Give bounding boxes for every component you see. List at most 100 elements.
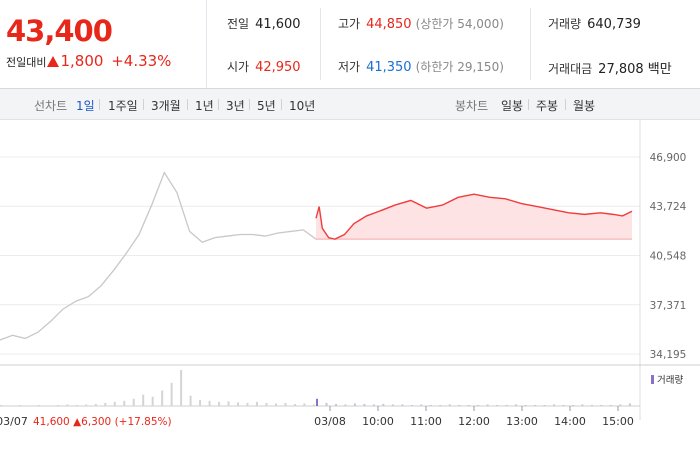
stat-value: 44,850 [366, 17, 412, 32]
legend-label: 거래량 [657, 375, 684, 386]
volume-bar-today [619, 404, 622, 406]
volume-bar-today [439, 404, 442, 406]
stat-value: 42,950 [255, 60, 301, 75]
prev-day-change: 41,600 ▲6,300 [33, 416, 115, 428]
volume-bar-prev [28, 405, 31, 406]
prev-day-summary: 41,600 ▲6,300 (+17.85%) [33, 416, 172, 428]
volume-bar-today [524, 404, 527, 406]
prev-day-line [0, 171, 317, 341]
volume-legend: 거래량 [651, 372, 683, 386]
volume-bar-prev [274, 403, 277, 406]
volume-bar-prev [132, 398, 135, 406]
separator [218, 99, 219, 110]
volume-bar-today [316, 398, 318, 406]
today-line [315, 193, 633, 240]
period-5y[interactable]: 5년 [257, 99, 276, 113]
y-tick-label: 46,900 [650, 152, 687, 164]
volume-bar-prev [151, 396, 154, 406]
volume-bar-today [486, 404, 489, 406]
candle-daily[interactable]: 일봉 [501, 99, 524, 113]
stat-high: 고가 44,850 (상한가 54,000) [338, 15, 504, 32]
volume-bar-prev [218, 401, 221, 406]
line-chart-label: 선차트 [34, 99, 68, 113]
volume-bar-today [382, 403, 385, 406]
volume-bar-today [391, 404, 394, 406]
volume-bar-prev [227, 401, 230, 406]
volume-bar-today [429, 404, 432, 406]
volume-bar-prev [199, 399, 202, 406]
legend-swatch [651, 375, 654, 384]
period-10y[interactable]: 10년 [289, 99, 316, 113]
volume-bar-today [628, 403, 631, 406]
volume-bar-prev [66, 404, 69, 406]
candle-monthly[interactable]: 월봉 [573, 99, 596, 113]
up-triangle-icon [47, 56, 60, 67]
period-1y[interactable]: 1년 [195, 99, 214, 113]
volume-bar-prev [75, 404, 78, 406]
stat-open: 시가 42,950 [227, 58, 301, 75]
volume-bar-prev [123, 400, 126, 406]
volume-bar-today [325, 402, 328, 406]
price-chart[interactable]: 46,900 43,724 40,548 37,371 34,195 03/07 03/08… [0, 120, 700, 450]
x-tick-label: 15:00 [602, 415, 634, 428]
period-3m[interactable]: 3개월 [151, 99, 181, 113]
volume-bar-prev [9, 405, 12, 406]
stat-label: 거래대금 [548, 62, 593, 76]
volume-bar-today [353, 403, 356, 406]
current-price: 43,400 [6, 14, 113, 48]
y-tick-label: 34,195 [650, 349, 687, 361]
prev-day-percent: (+17.85%) [115, 416, 172, 428]
volume-bar-today [571, 404, 574, 406]
y-tick-label: 37,371 [650, 300, 687, 312]
stat-volume: 거래량 640,739 [548, 15, 641, 32]
volume-bar-today [562, 404, 565, 406]
separator [187, 99, 188, 110]
x-tick-label: 10:00 [362, 415, 394, 428]
candle-chart-label: 봉차트 [455, 99, 489, 113]
period-1d[interactable]: 1일 [76, 99, 95, 113]
volume-bar-prev [56, 404, 59, 406]
volume-bar-prev [0, 404, 2, 406]
x-tick-label: 11:00 [410, 415, 442, 428]
volume-bar-prev [312, 404, 315, 406]
upper-limit: (상한가 54,000) [415, 17, 504, 31]
volume-bar-today [609, 404, 612, 406]
change-row: 전일대비 1,800 +4.33% [6, 52, 171, 70]
change-label: 전일대비 [6, 56, 47, 69]
x-tick-label: 03/08 [314, 415, 346, 428]
candle-weekly[interactable]: 주봉 [536, 99, 559, 113]
volume-bar-prev [18, 404, 21, 406]
volume-bar-today [401, 404, 404, 406]
change-amount: 1,800 [60, 52, 104, 70]
volume-bar-today [600, 404, 603, 406]
stat-label: 거래량 [548, 17, 582, 31]
volume-bar-prev [170, 382, 173, 406]
volume-bar-prev [142, 394, 145, 406]
stat-prev-close: 전일 41,600 [227, 15, 301, 32]
x-tick-label: 12:00 [458, 415, 490, 428]
volume-bar-today [458, 404, 461, 406]
volume-bar-today [363, 403, 366, 406]
stat-label: 시가 [227, 60, 250, 74]
volume-bar-prev [180, 370, 183, 406]
volume-bar-prev [94, 403, 97, 406]
volume-bar-today [467, 404, 470, 406]
volume-bar-today [581, 404, 584, 406]
change-percent: +4.33% [111, 52, 172, 70]
volume-bar-today [534, 404, 537, 406]
period-1w[interactable]: 1주일 [108, 99, 138, 113]
volume-bar-today [477, 404, 480, 406]
today-area-fill [316, 194, 632, 240]
separator [143, 99, 144, 110]
volume-bar-today [448, 404, 451, 406]
stat-label: 전일 [227, 17, 250, 31]
volume-bar-prev [85, 404, 88, 406]
divider [320, 8, 321, 80]
stat-value: 27,808 백만 [598, 62, 672, 77]
separator [565, 99, 566, 110]
volume-bar-prev [208, 400, 211, 406]
x-tick-label: 14:00 [554, 415, 586, 428]
period-3y[interactable]: 3년 [226, 99, 245, 113]
separator [249, 99, 250, 110]
x-tick-label: 13:00 [506, 415, 538, 428]
